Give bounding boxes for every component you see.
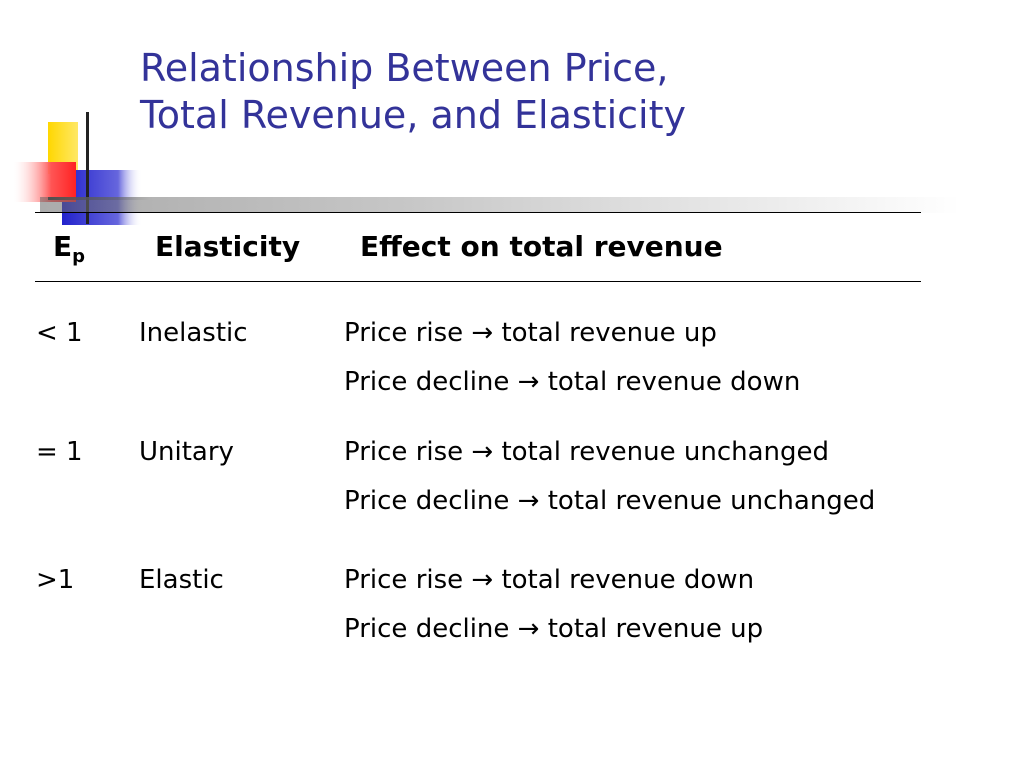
row2-elasticity: Unitary (139, 437, 234, 467)
row1-effect-decline: Price decline → total revenue down (344, 367, 801, 397)
slide-title: Relationship Between Price, Total Revenu… (140, 45, 686, 139)
title-line-1: Relationship Between Price, (140, 46, 669, 90)
header-elasticity: Elasticity (155, 230, 301, 263)
row3-effect-rise: Price rise → total revenue down (344, 565, 755, 595)
row2-ep: = 1 (36, 437, 83, 467)
table-header-bottom-rule (35, 281, 921, 282)
row1-ep: < 1 (36, 318, 83, 348)
row3-effect-decline: Price decline → total revenue up (344, 614, 764, 644)
red-square (14, 162, 76, 202)
row2-effect-rise: Price rise → total revenue unchanged (344, 437, 830, 467)
header-ep-main: E (53, 230, 73, 263)
vertical-line (86, 112, 89, 224)
row3-elasticity: Elastic (139, 565, 224, 595)
row1-effect-rise: Price rise → total revenue up (344, 318, 717, 348)
table-header-top-rule (35, 212, 921, 213)
row3-ep: >1 (36, 565, 75, 595)
row2-effect-decline: Price decline → total revenue unchanged (344, 486, 876, 516)
header-ep: Ep (53, 230, 85, 267)
header-effect: Effect on total revenue (360, 230, 723, 263)
row1-elasticity: Inelastic (139, 318, 248, 348)
header-ep-subscript: p (72, 246, 86, 267)
title-divider-bar (40, 197, 960, 213)
title-line-2: Total Revenue, and Elasticity (140, 93, 686, 137)
